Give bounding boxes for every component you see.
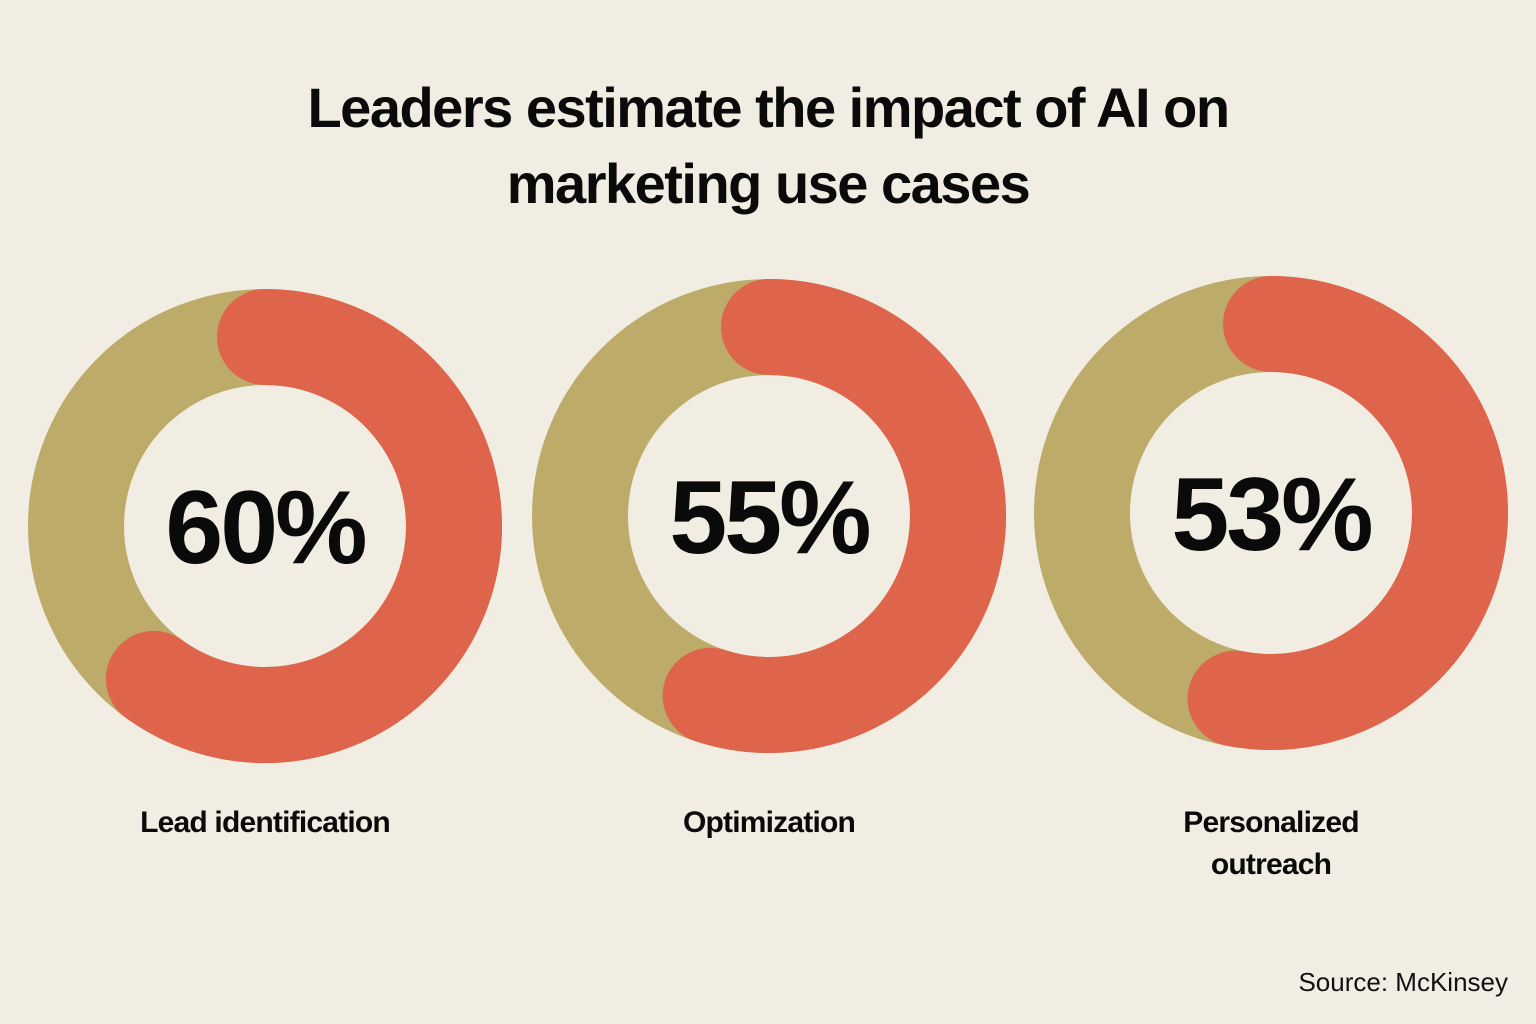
donut-3: 53% Personalized outreach (1034, 276, 1508, 881)
donut-value-label: 60% (165, 470, 365, 586)
donut-value-arc (1187, 276, 1508, 750)
donut-value-arc (105, 289, 502, 763)
chart-title-line-1: Leaders estimate the impact of AI on (307, 76, 1230, 139)
donut-category-label: Personalized (1183, 806, 1358, 839)
donut-1: 60% Lead identification (28, 289, 502, 839)
donut-category-label: outreach (1211, 848, 1331, 881)
chart-title-line-2: marketing use cases (506, 152, 1031, 215)
donut-2: 55% Optimization (532, 279, 1006, 839)
donut-value-arc (662, 279, 1006, 753)
donut-value-label: 53% (1171, 457, 1371, 573)
chart-title: Leaders estimate the impact of AI on mar… (0, 70, 1536, 222)
donut-category-label: Optimization (683, 806, 855, 839)
donut-category-label: Lead identification (140, 806, 390, 839)
donut-value-label: 55% (669, 460, 869, 576)
source-note: Source: McKinsey (1298, 967, 1508, 997)
